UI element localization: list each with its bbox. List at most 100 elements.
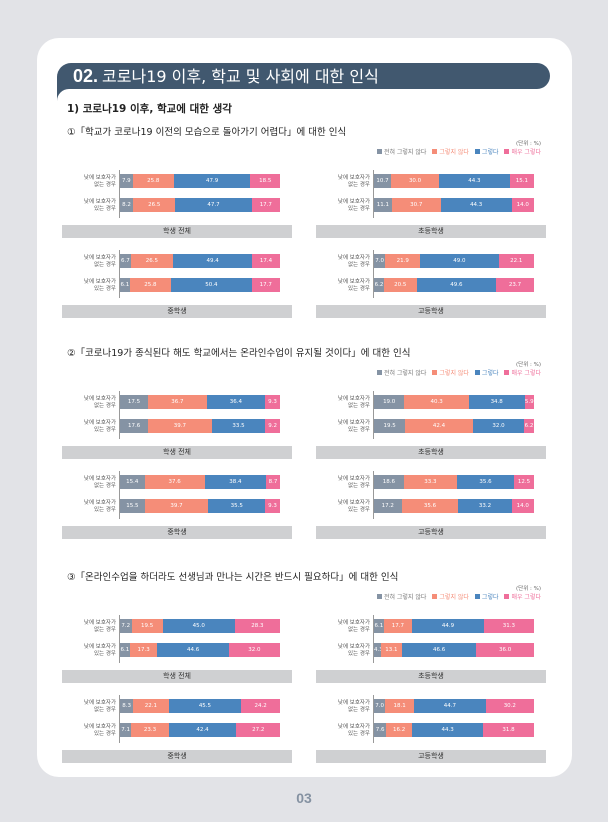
- row-label: 낮에 보호자가 없는 경우: [337, 620, 370, 633]
- legend-swatch: [474, 594, 480, 599]
- legend-label: 그렇지 않다: [439, 370, 469, 377]
- legend-swatch: [376, 370, 382, 375]
- stacked-bar: 17.5 36.7 36.4 9.3: [120, 395, 280, 409]
- bar-row: 낮에 보호자가 없는 경우 7.9 25.8 47.9 18.5: [62, 174, 292, 190]
- bar-segment: 37.6: [144, 475, 205, 489]
- bar-segment: 49.6: [416, 278, 497, 292]
- bar-segment: 45.5: [168, 699, 242, 713]
- bar-row: 낮에 보호자가 없는 경우 6.7 26.5 49.4 17.4: [62, 254, 292, 270]
- page-number: 03: [296, 790, 312, 806]
- row-label: 낮에 보호자가 없는 경우: [337, 476, 370, 489]
- chart-panel: 낮에 보호자가 없는 경우 7.0 18.1 44.7 30.2 낮에 보호자가 있는 경…: [316, 695, 546, 765]
- row-label: 낮에 보호자가 없는 경우: [83, 255, 116, 268]
- legend-label: 그렇다: [481, 594, 499, 601]
- row-label: 낮에 보호자가 없는 경우: [337, 255, 370, 268]
- bar-row: 낮에 보호자가 없는 경우 15.4 37.6 38.4 8.7: [62, 475, 292, 491]
- group-label: 초등학생: [316, 225, 546, 238]
- bar-segment: 33.2: [458, 499, 512, 513]
- bar-row: 낮에 보호자가 없는 경우 8.3 22.1 45.5 24.2: [62, 699, 292, 715]
- bar-segment: 14.0: [511, 198, 534, 212]
- bar-row: 낮에 보호자가 있는 경우 8.2 26.5 47.7 17.7: [62, 198, 292, 214]
- chart-panel: 낮에 보호자가 없는 경우 17.5 36.7 36.4 9.3 낮에 보호자가 있는 경…: [62, 391, 292, 461]
- bar-segment: 50.4: [171, 278, 252, 292]
- row-label: 낮에 보호자가 없는 경우: [337, 700, 370, 713]
- bar-segment: 8.2: [120, 198, 134, 212]
- chart-panel: 낮에 보호자가 없는 경우 15.4 37.6 38.4 8.7 낮에 보호자가 있는 경…: [62, 471, 292, 541]
- row-label: 낮에 보호자가 없는 경우: [83, 620, 116, 633]
- bar-segment: 18.1: [385, 699, 415, 713]
- row-label: 낮에 보호자가 있는 경우: [337, 724, 370, 737]
- bar-segment: 36.0: [476, 643, 534, 657]
- bar-segment: 42.4: [405, 419, 473, 433]
- group-label: 중학생: [62, 750, 292, 763]
- bar-segment: 17.7: [383, 619, 413, 633]
- bar-segment: 17.7: [251, 198, 280, 212]
- chart-panel: 낮에 보호자가 없는 경우 6.7 26.5 49.4 17.4 낮에 보호자가 있는 경…: [62, 250, 292, 320]
- row-label: 낮에 보호자가 있는 경우: [83, 199, 116, 212]
- legend-item: 매우 그렇다: [504, 147, 541, 156]
- axis-line: [373, 250, 374, 298]
- bar-segment: 30.0: [391, 174, 440, 188]
- bar-segment: 44.3: [412, 723, 484, 737]
- stacked-bar: 15.4 37.6 38.4 8.7: [120, 475, 280, 489]
- bar-segment: 9.3: [265, 499, 280, 513]
- bar-segment: 36.4: [206, 395, 266, 409]
- bar-segment: 30.7: [391, 198, 441, 212]
- chart-panel: 낮에 보호자가 없는 경우 8.3 22.1 45.5 24.2 낮에 보호자가 있는 경…: [62, 695, 292, 765]
- bar-segment: 35.6: [457, 475, 514, 489]
- bar-segment: 47.7: [175, 198, 252, 212]
- section-title: 02. 코로나19 이후, 학교 및 사회에 대한 인식: [73, 64, 379, 89]
- bar-segment: 19.5: [374, 419, 406, 433]
- bar-row: 낮에 보호자가 없는 경우 7.0 21.9 49.0 22.1: [316, 254, 546, 270]
- bar-segment: 26.5: [133, 198, 176, 212]
- axis-line: [119, 250, 120, 298]
- bar-segment: 44.3: [439, 174, 510, 188]
- stacked-bar: 7.0 21.9 49.0 22.1: [374, 254, 534, 268]
- legend-item: 전혀 그렇지 않다: [376, 592, 427, 601]
- legend-label: 그렇다: [481, 370, 499, 377]
- bar-segment: 34.8: [468, 395, 525, 409]
- row-label: 낮에 보호자가 있는 경우: [83, 724, 116, 737]
- axis-line: [119, 170, 120, 218]
- chart-panel: 낮에 보호자가 없는 경우 7.0 21.9 49.0 22.1 낮에 보호자가 있는 경…: [316, 250, 546, 320]
- bar-segment: 44.7: [414, 699, 486, 713]
- stacked-bar: 7.9 25.8 47.9 18.5: [120, 174, 280, 188]
- group-label: 중학생: [62, 305, 292, 318]
- stacked-bar: 19.0 40.3 34.8 5.9: [374, 395, 534, 409]
- stacked-bar: 10.7 30.0 44.3 15.1: [374, 174, 534, 188]
- legend-label: 그렇지 않다: [439, 149, 469, 156]
- chart-legend: 전혀 그렇지 않다 그렇지 않다 그렇다 매우 그렇다: [376, 368, 541, 377]
- bar-segment: 49.0: [420, 254, 499, 268]
- legend-swatch: [376, 149, 382, 154]
- question-title: ②「코로나19가 종식된다 해도 학교에서는 온라인수업이 유지될 것이다」에 …: [67, 348, 411, 359]
- bar-row: 낮에 보호자가 있는 경우 17.6 39.7 33.5 9.2: [62, 419, 292, 435]
- row-label: 낮에 보호자가 있는 경우: [337, 500, 370, 513]
- chart-panel: 낮에 보호자가 없는 경우 6.1 17.7 44.9 31.3 낮에 보호자가 있는 경…: [316, 615, 546, 685]
- stacked-bar: 8.2 26.5 47.7 17.7: [120, 198, 280, 212]
- subsection-title: 1) 코로나19 이후, 학교에 대한 생각: [67, 103, 232, 115]
- bar-segment: 17.6: [120, 419, 149, 433]
- chart-panel: 낮에 보호자가 없는 경우 18.6 33.3 35.6 12.5 낮에 보호자가 있는 …: [316, 471, 546, 541]
- legend-label: 전혀 그렇지 않다: [383, 594, 427, 601]
- bar-segment: 9.3: [265, 395, 280, 409]
- stacked-bar: 7.0 18.1 44.7 30.2: [374, 699, 534, 713]
- section-title-text: 코로나19 이후, 학교 및 사회에 대한 인식: [102, 67, 379, 86]
- axis-line: [119, 615, 120, 663]
- bar-segment: 42.4: [168, 723, 237, 737]
- axis-line: [373, 615, 374, 663]
- bar-row: 낮에 보호자가 있는 경우 17.2 35.6 33.2 14.0: [316, 499, 546, 515]
- bar-segment: 33.3: [403, 475, 458, 489]
- legend-item: 그렇지 않다: [432, 592, 469, 601]
- bar-segment: 25.8: [129, 278, 172, 292]
- bar-segment: 14.0: [511, 499, 534, 513]
- bar-segment: 31.8: [483, 723, 534, 737]
- bar-segment: 17.3: [129, 643, 158, 657]
- bar-segment: 39.7: [148, 419, 212, 433]
- axis-line: [373, 695, 374, 743]
- bar-segment: 31.3: [483, 619, 534, 633]
- legend-label: 매우 그렇다: [511, 149, 541, 156]
- bar-segment: 40.3: [404, 395, 469, 409]
- legend-label: 전혀 그렇지 않다: [383, 370, 427, 377]
- chart-legend: 전혀 그렇지 않다 그렇지 않다 그렇다 매우 그렇다: [376, 592, 541, 601]
- stacked-bar: 7.6 16.2 44.3 31.8: [374, 723, 534, 737]
